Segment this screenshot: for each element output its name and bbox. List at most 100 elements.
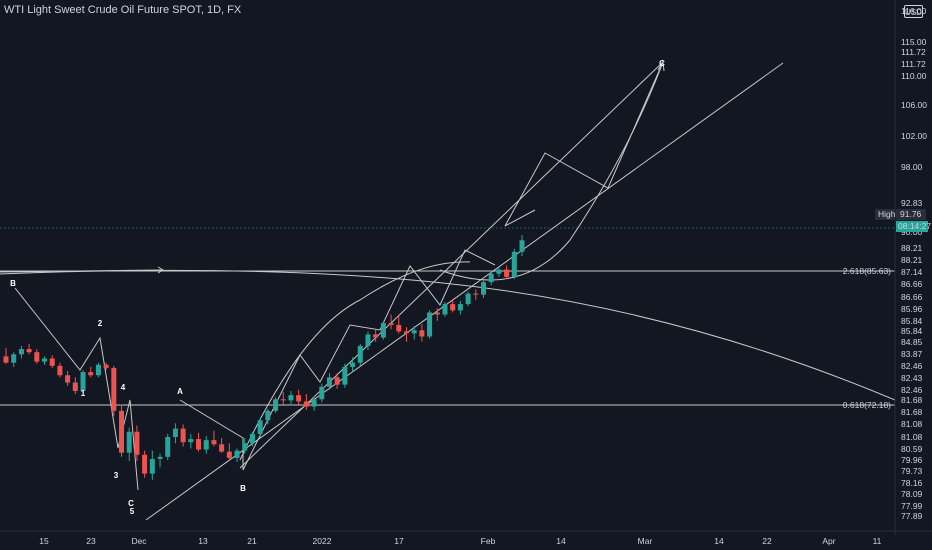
candle-body: [257, 420, 263, 434]
candle: [3, 348, 9, 364]
candle-body: [157, 456, 163, 459]
time-tick-label: 21: [247, 536, 257, 546]
price-tick-label: 85.96: [901, 304, 923, 314]
candle: [319, 383, 325, 403]
candle-body: [65, 375, 71, 383]
candle: [180, 424, 186, 447]
candle: [26, 343, 32, 355]
candle: [65, 371, 71, 386]
candle-body: [172, 428, 178, 437]
time-tick-label: Feb: [481, 536, 496, 546]
price-tick-label: 110.00: [901, 71, 927, 81]
currency-badge[interactable]: USD: [904, 5, 923, 18]
candle: [350, 357, 356, 372]
candle-body: [396, 325, 402, 332]
candle: [427, 310, 433, 339]
price-tick-label: 98.00: [901, 162, 923, 172]
candle-body: [57, 365, 63, 376]
candle-body: [519, 240, 525, 252]
candle: [380, 320, 386, 340]
candle-body: [280, 399, 286, 401]
channel-upper: [239, 61, 664, 469]
zigzag-wave1: [14, 287, 139, 491]
candle-body: [388, 322, 394, 326]
candle-body: [188, 439, 194, 443]
candle: [457, 300, 463, 315]
time-tick-label: Apr: [822, 536, 835, 546]
fib-label-upper: 2.618(85.63): [843, 266, 891, 276]
candle-body: [265, 410, 271, 421]
candle: [419, 323, 425, 342]
candle-body: [49, 358, 55, 366]
wave-label: 4: [121, 383, 126, 392]
candle: [42, 356, 48, 365]
candle-body: [203, 440, 209, 450]
arrow-head-peak: [657, 60, 665, 72]
price-tick-label: 80.59: [901, 444, 923, 454]
candle-body: [273, 399, 279, 411]
time-tick-label: 11: [873, 536, 882, 546]
candle: [303, 394, 309, 410]
candle: [203, 435, 209, 454]
price-tick-label: 81.68: [901, 395, 923, 405]
price-tick-label: 85.84: [901, 316, 923, 326]
candle: [149, 450, 155, 480]
candle-body: [373, 334, 379, 338]
candle-body: [249, 433, 255, 444]
candle-body: [142, 454, 148, 474]
candle-body: [326, 377, 332, 387]
candle-body: [342, 366, 348, 385]
candle-body: [219, 444, 225, 452]
candle-body: [42, 358, 48, 362]
candle: [134, 425, 140, 462]
candle-body: [334, 377, 340, 385]
candle: [211, 430, 217, 447]
candle: [365, 331, 371, 351]
wave-label: B: [10, 279, 16, 288]
wave-label: 5: [130, 507, 135, 516]
wave-label: A: [177, 387, 183, 396]
long-curve: [0, 269, 896, 401]
price-tick-label: 86.66: [901, 279, 923, 289]
candle-body: [473, 293, 479, 295]
time-axis[interactable]: 15 23 Dec 13 21 2022 17 Feb 14 Mar 14 22 Apr 11: [0, 530, 932, 546]
candle-body: [450, 304, 456, 311]
price-tick-label: 82.46: [901, 385, 923, 395]
candle: [326, 373, 332, 390]
candle-body: [11, 354, 17, 363]
candle: [388, 314, 394, 330]
candle-body: [80, 372, 86, 391]
price-tick-label: 111.72: [901, 59, 926, 69]
candle: [95, 362, 101, 378]
time-tick-label: Mar: [638, 536, 653, 546]
candle-body: [380, 322, 386, 338]
time-tick-label: 22: [762, 536, 772, 546]
fib-label-lower: 0.618(72.18): [843, 400, 891, 410]
wave-label: C: [659, 59, 665, 68]
candle-body: [95, 364, 101, 376]
price-tick-label: 86.66: [901, 292, 923, 302]
candle: [396, 314, 402, 334]
high-tag-label-bg: [875, 209, 895, 220]
candle: [219, 438, 225, 453]
time-tick-label: 17: [394, 536, 404, 546]
price-tick-label: 88.21: [901, 243, 923, 253]
drawing-layer[interactable]: [0, 60, 896, 521]
price-tick-label: 78.16: [901, 478, 923, 488]
candle-body: [296, 395, 302, 402]
price-axis[interactable]: 116.00115.00111.72111.72110.00106.00102.…: [894, 0, 927, 535]
time-tick-label: 23: [86, 536, 96, 546]
candle: [273, 397, 279, 413]
candle: [34, 349, 40, 364]
candle: [11, 352, 17, 367]
candle-body: [442, 304, 448, 315]
candle-body: [111, 367, 117, 411]
candle: [257, 418, 263, 437]
price-tick-label: 79.73: [901, 466, 923, 476]
channel-lower: [145, 62, 784, 521]
candle-body: [88, 372, 94, 376]
candle: [103, 362, 109, 371]
candle: [80, 370, 86, 395]
